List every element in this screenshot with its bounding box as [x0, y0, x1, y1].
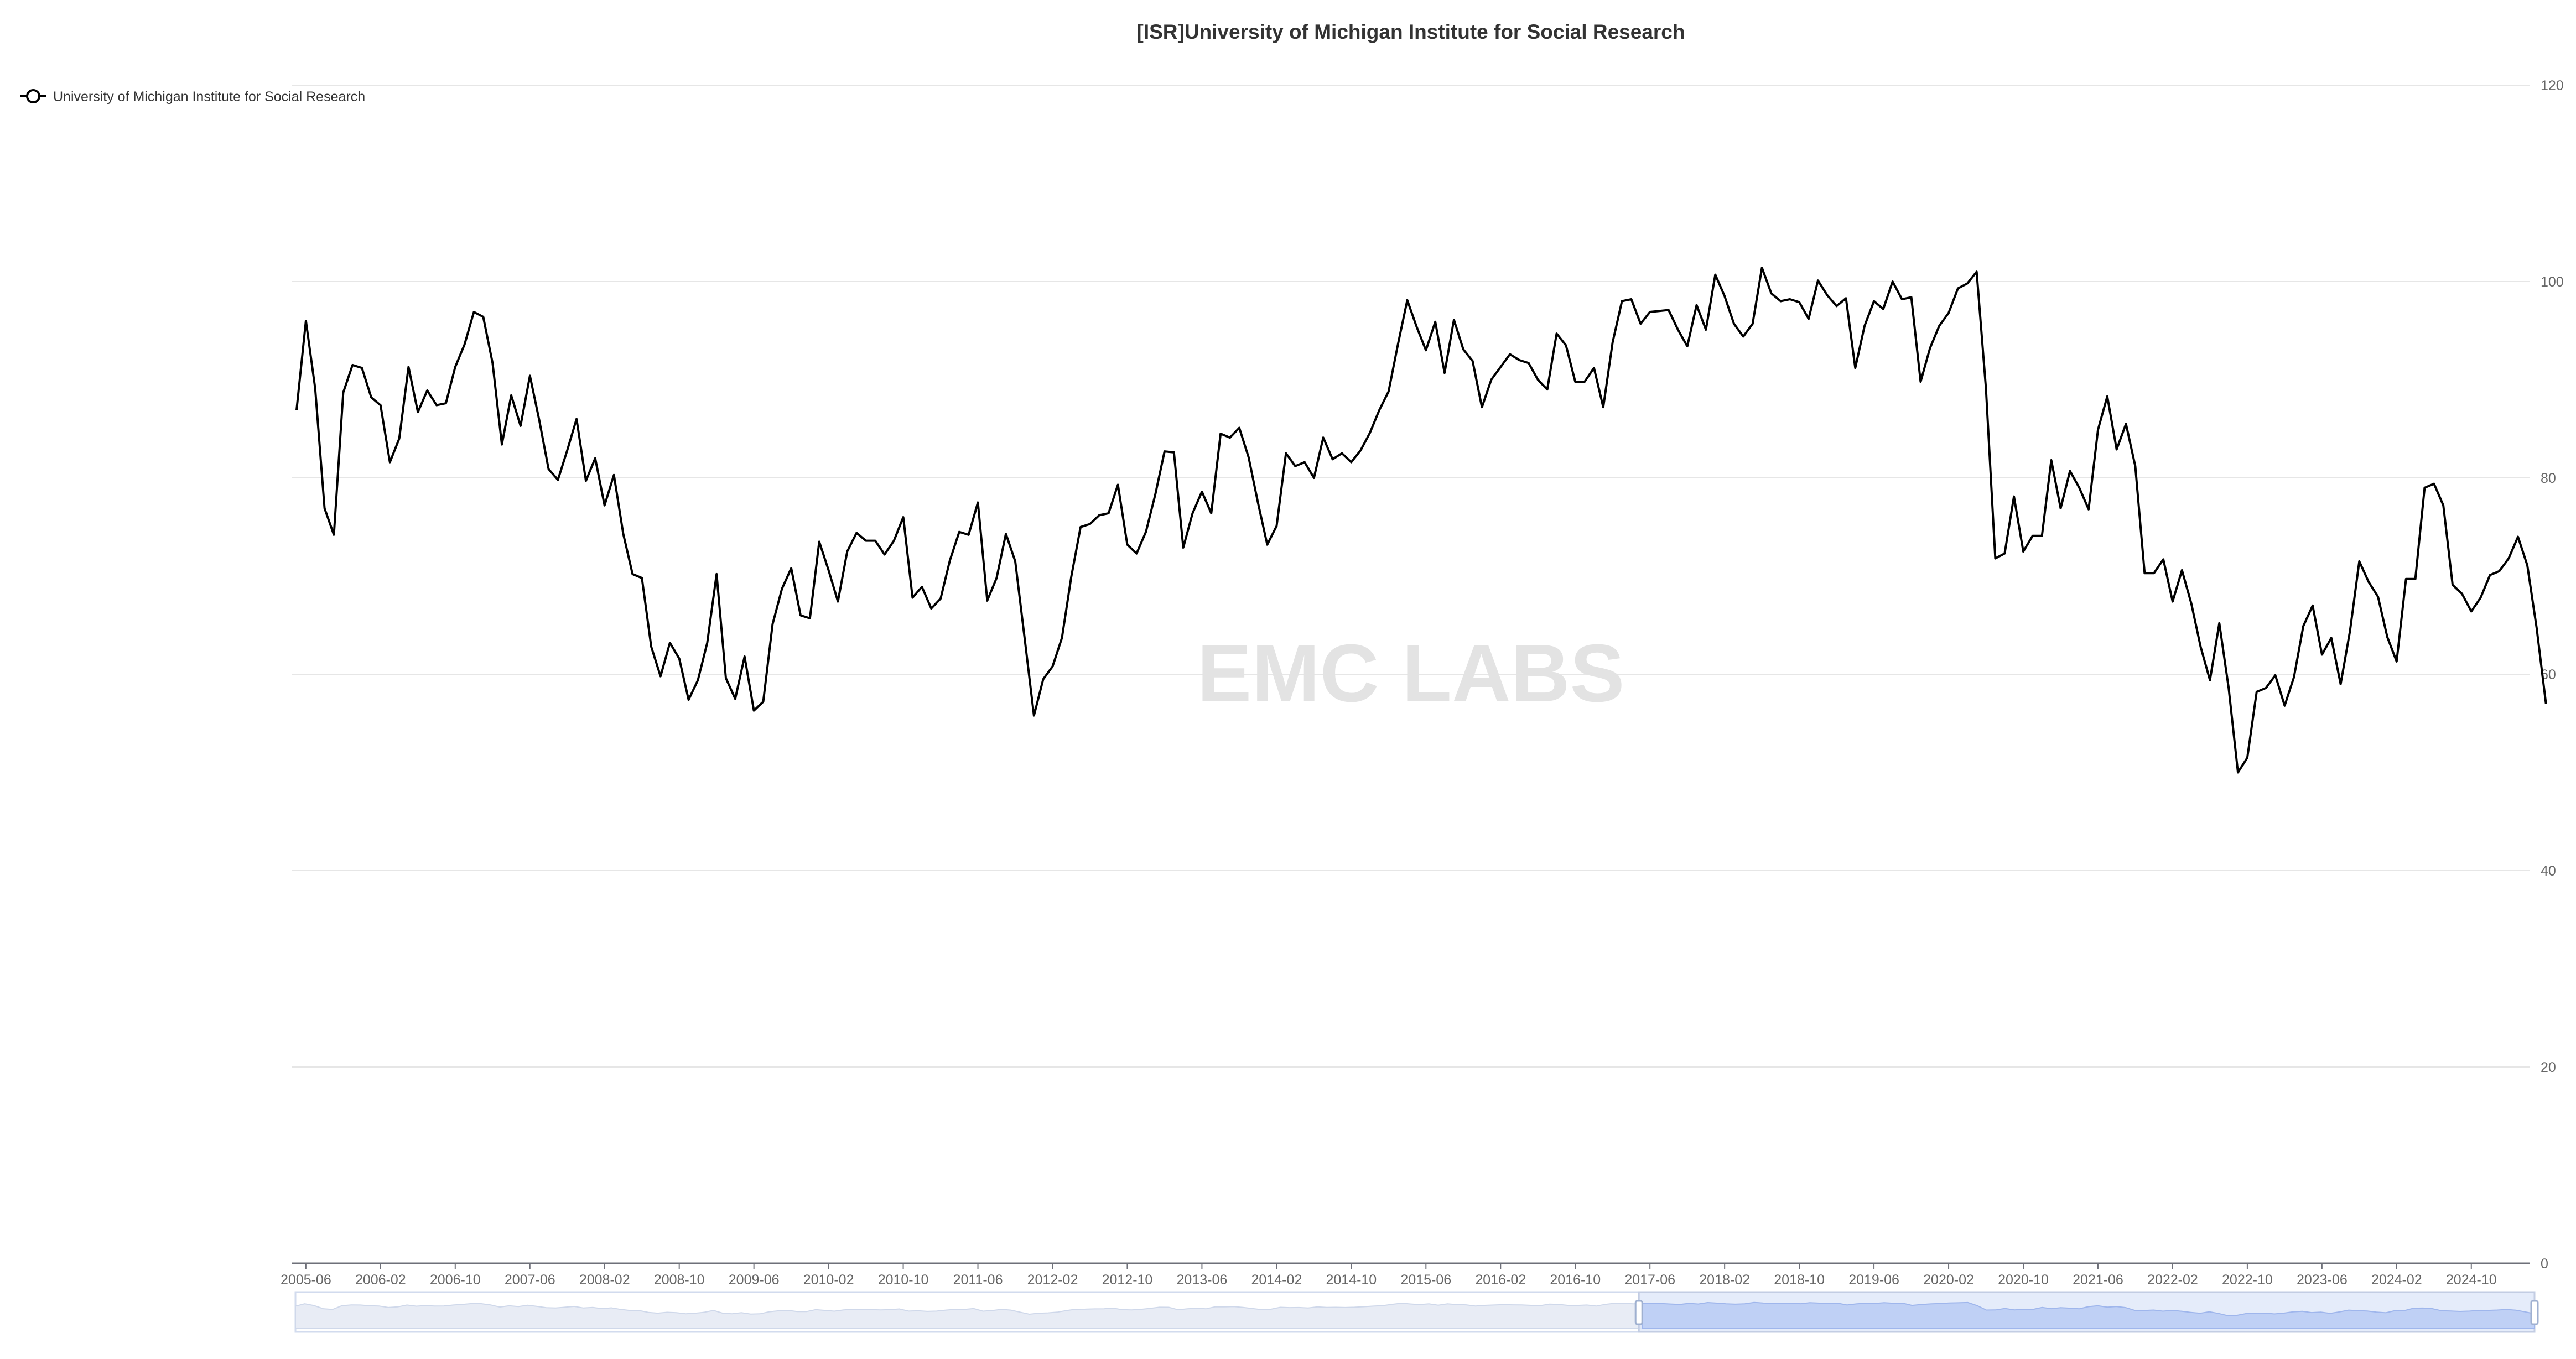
x-tick-label: 2018-02 — [1699, 1272, 1750, 1288]
x-tick-label: 2020-10 — [1998, 1272, 2049, 1288]
x-tick-label: 2016-10 — [1550, 1272, 1601, 1288]
x-tick-label: 2023-06 — [2297, 1272, 2348, 1288]
legend[interactable]: University of Michigan Institute for Soc… — [20, 89, 365, 105]
x-tick-label: 2007-06 — [505, 1272, 555, 1288]
x-tick-label: 2015-06 — [1400, 1272, 1451, 1288]
x-tick-label: 2020-02 — [1923, 1272, 1974, 1288]
x-axis: 2005-06 2006-02 2006-10 2007-06 2008-02 2008-… — [281, 1263, 2497, 1288]
x-tick-label: 2006-10 — [430, 1272, 481, 1288]
x-tick-label: 2012-10 — [1102, 1272, 1153, 1288]
x-tick-label: 2018-10 — [1774, 1272, 1825, 1288]
zoom-handle-left[interactable] — [1634, 1300, 1643, 1325]
x-tick-label: 2022-02 — [2147, 1272, 2198, 1288]
x-tick-label: 2011-06 — [953, 1272, 1003, 1288]
x-tick-label: 2009-06 — [729, 1272, 780, 1288]
y-tick-label: 100 — [2541, 274, 2564, 290]
y-tick-label: 120 — [2541, 78, 2564, 93]
x-tick-label: 2010-10 — [878, 1272, 929, 1288]
legend-circle-icon — [26, 89, 40, 103]
watermark: EMC LABS — [1197, 628, 1625, 719]
data-zoom-slider[interactable] — [294, 1291, 2539, 1333]
zoom-handle-right[interactable] — [2530, 1300, 2539, 1325]
x-tick-label: 2008-02 — [579, 1272, 630, 1288]
x-tick-label: 2017-06 — [1624, 1272, 1675, 1288]
y-tick-label: 0 — [2541, 1256, 2548, 1272]
x-tick-label: 2021-06 — [2073, 1272, 2123, 1288]
x-tick-label: 2013-06 — [1177, 1272, 1228, 1288]
x-tick-label: 2005-06 — [281, 1272, 331, 1288]
x-tick-label: 2006-02 — [355, 1272, 406, 1288]
y-tick-label: 40 — [2541, 863, 2556, 879]
x-tick-label: 2008-10 — [654, 1272, 705, 1288]
x-tick-label: 2016-02 — [1475, 1272, 1526, 1288]
x-tick-label: 2010-02 — [803, 1272, 854, 1288]
y-tick-label: 80 — [2541, 471, 2556, 486]
legend-label: University of Michigan Institute for Soc… — [53, 89, 365, 105]
x-tick-label: 2014-10 — [1326, 1272, 1377, 1288]
y-tick-label: 20 — [2541, 1060, 2556, 1075]
zoom-preview-selected-area — [1642, 1301, 2535, 1329]
series-line — [295, 267, 2547, 774]
grid-lines — [292, 85, 2530, 1264]
series-layer — [295, 267, 2547, 774]
x-tick-label: 2022-10 — [2222, 1272, 2273, 1288]
chart-title: [ISR]University of Michigan Institute fo… — [1137, 20, 1685, 43]
x-tick-label: 2024-10 — [2446, 1272, 2497, 1288]
x-tick-label: 2024-02 — [2371, 1272, 2422, 1288]
x-tick-label: 2014-02 — [1251, 1272, 1302, 1288]
x-tick-label: 2012-02 — [1027, 1272, 1078, 1288]
x-tick-label: 2019-06 — [1848, 1272, 1899, 1288]
